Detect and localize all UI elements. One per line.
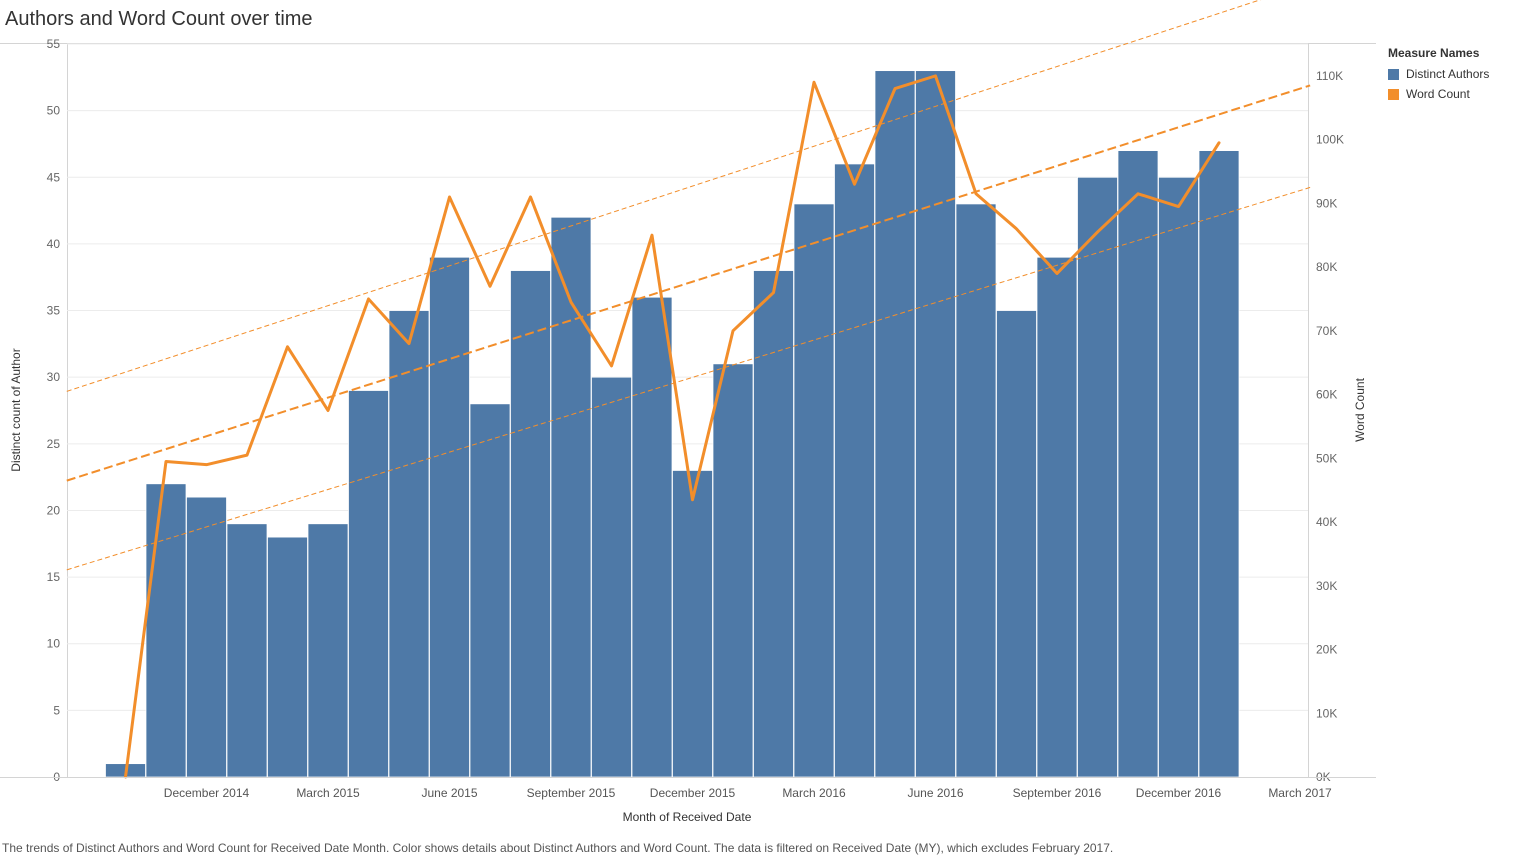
- bar-distinct-authors: [550, 216, 592, 778]
- bar-distinct-authors: [186, 496, 227, 778]
- line-word-count: [124, 74, 1221, 779]
- bar-distinct-authors: [1198, 150, 1240, 778]
- bar-distinct-authors: [955, 203, 997, 778]
- y-tick-label: 30: [47, 370, 61, 384]
- y-tick-label: 50: [47, 104, 61, 118]
- legend-item-word-count[interactable]: Word Count: [1388, 84, 1489, 104]
- bar-distinct-authors: [834, 163, 875, 778]
- y-tick-label: 20: [47, 503, 61, 517]
- x-tick-label: March 2015: [296, 786, 360, 800]
- y2-tick-label: 90K: [1316, 196, 1337, 210]
- bar-distinct-authors: [510, 270, 551, 778]
- x-tick-label: March 2016: [782, 786, 846, 800]
- y-tick-label: 40: [47, 237, 61, 251]
- bar-distinct-authors: [429, 256, 470, 778]
- bar-distinct-authors: [631, 296, 673, 778]
- bar-distinct-authors: [145, 483, 187, 778]
- legend-label-word-count: Word Count: [1406, 87, 1470, 101]
- y-axis-title: Distinct count of Author: [9, 348, 23, 471]
- x-tick-label: December 2014: [164, 786, 250, 800]
- y2-tick-label: 20K: [1316, 643, 1337, 657]
- chart-title: Authors and Word Count over time: [5, 8, 313, 30]
- y2-axis-title: Word Count: [1353, 377, 1367, 441]
- chart-caption: The trends of Distinct Authors and Word …: [2, 841, 1114, 855]
- x-tick-label: March 2017: [1268, 786, 1332, 800]
- bar-distinct-authors: [753, 270, 794, 778]
- x-tick-label: June 2015: [421, 786, 477, 800]
- bar-distinct-authors: [1158, 176, 1199, 778]
- x-tick-label: September 2016: [1013, 786, 1102, 800]
- y2-tick-label: 110K: [1316, 69, 1343, 83]
- bar-distinct-authors: [348, 390, 389, 778]
- y2-tick-label: 10K: [1316, 706, 1337, 720]
- y2-tick-label: 50K: [1316, 451, 1337, 465]
- y-tick-label: 5: [53, 703, 60, 717]
- bar-distinct-authors: [1077, 176, 1118, 778]
- trend-band-upper: [66, 0, 1262, 392]
- trend-line: [66, 84, 1311, 482]
- bar-distinct-authors: [672, 470, 713, 778]
- trend-band-lower: [66, 186, 1311, 571]
- y2-tick-label: 80K: [1316, 260, 1337, 274]
- bar-distinct-authors: [996, 310, 1037, 778]
- y-tick-label: 15: [47, 570, 61, 584]
- bar-distinct-authors: [388, 310, 430, 778]
- y2-tick-label: 60K: [1316, 388, 1337, 402]
- legend-item-distinct-authors[interactable]: Distinct Authors: [1388, 64, 1489, 84]
- x-tick-label: December 2016: [1136, 786, 1222, 800]
- legend-swatch-word-count: [1388, 88, 1399, 100]
- legend-swatch-distinct-authors: [1388, 68, 1399, 80]
- bar-distinct-authors: [915, 70, 956, 778]
- bar-distinct-authors: [1036, 256, 1078, 778]
- bar-distinct-authors: [793, 203, 835, 778]
- y-tick-label: 45: [47, 170, 61, 184]
- legend-label-distinct-authors: Distinct Authors: [1406, 67, 1490, 81]
- y2-tick-label: 30K: [1316, 579, 1337, 593]
- bar-distinct-authors: [307, 523, 349, 778]
- y2-tick-label: 100K: [1316, 133, 1344, 147]
- bar-distinct-authors: [469, 403, 511, 778]
- bar-distinct-authors: [712, 363, 754, 778]
- bar-distinct-authors: [226, 523, 268, 778]
- x-tick-label: June 2016: [907, 786, 963, 800]
- x-tick-label: December 2015: [650, 786, 736, 800]
- bar-distinct-authors: [1117, 150, 1159, 778]
- bar-distinct-authors: [267, 536, 308, 778]
- legend[interactable]: Measure Names Distinct Authors Word Coun…: [1388, 46, 1489, 104]
- y-tick-label: 25: [47, 437, 61, 451]
- y2-tick-label: 70K: [1316, 324, 1337, 338]
- x-tick-label: September 2015: [527, 786, 616, 800]
- y-tick-label: 10: [47, 637, 61, 651]
- y-tick-label: 55: [47, 37, 61, 51]
- bar-distinct-authors: [591, 376, 632, 778]
- y-tick-label: 35: [47, 304, 61, 318]
- y2-tick-label: 40K: [1316, 515, 1337, 529]
- x-axis-title: Month of Received Date: [623, 810, 752, 824]
- legend-title: Measure Names: [1388, 46, 1480, 60]
- bar-distinct-authors: [874, 70, 916, 778]
